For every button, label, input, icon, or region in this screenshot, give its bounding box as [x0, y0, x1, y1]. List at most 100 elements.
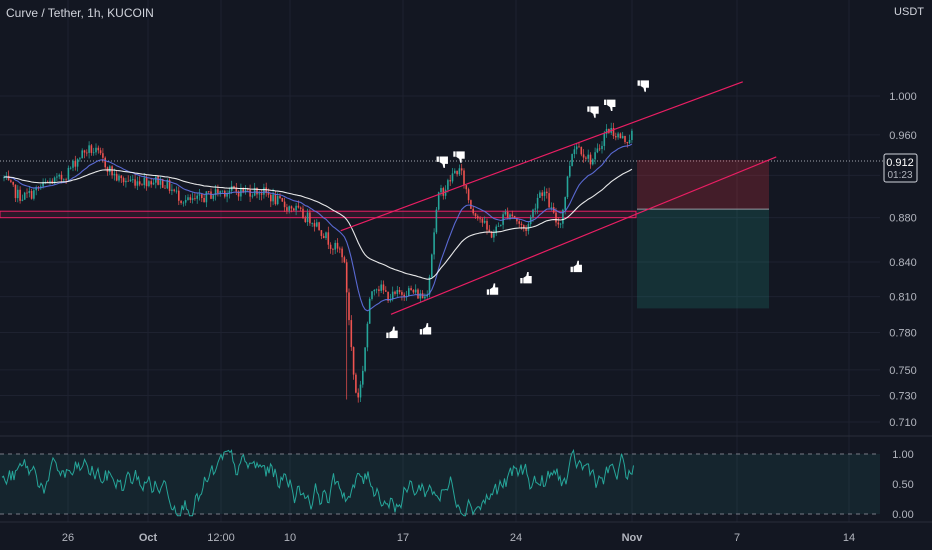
candle-body [205, 191, 208, 203]
candle-body [467, 189, 470, 201]
candle-body [341, 248, 343, 258]
thumb-hand [522, 271, 533, 284]
thumb-hand [455, 150, 466, 164]
candle-body [295, 205, 297, 211]
moving-averages [3, 143, 633, 312]
candle-body [603, 133, 606, 146]
candle-body [30, 190, 33, 199]
candle-body [394, 291, 396, 294]
current-price-label: 0.912 [886, 157, 914, 169]
candle-body [19, 189, 21, 201]
candle-body [442, 188, 445, 196]
thumb-cuff [636, 79, 641, 87]
time-tick-label: 14 [843, 532, 855, 544]
candle-body [322, 235, 325, 239]
candle-body [247, 189, 249, 190]
candle-body [72, 160, 74, 168]
candle-body [150, 181, 152, 185]
candle-body [615, 136, 617, 138]
candle-body [51, 180, 54, 184]
candle-body [456, 170, 458, 175]
price-tick-label: 0.730 [889, 391, 917, 403]
candle-body [598, 148, 601, 150]
candle-body [465, 185, 468, 190]
thumb-cuff [586, 105, 591, 113]
candle-body [111, 166, 113, 176]
candle-body [541, 192, 543, 196]
candle-body [550, 207, 553, 208]
candle-body [534, 208, 537, 210]
candle-body [316, 222, 318, 227]
candle-body [88, 145, 90, 153]
candle-body [104, 157, 106, 168]
thumb-cuff [435, 155, 440, 163]
oscillator-tick-label: 0.50 [892, 479, 913, 491]
candle-body [575, 146, 578, 150]
currency-unit: USDT [894, 6, 924, 18]
oscillator-line [1, 448, 634, 517]
candle-body [198, 194, 201, 196]
candle-body [523, 225, 525, 229]
symbol-title[interactable]: Curve / Tether, 1h, KUCOIN [6, 6, 154, 20]
candle-body [184, 199, 187, 203]
candle-body [97, 147, 100, 151]
price-tick-label: 1.000 [889, 91, 917, 103]
candle-body [582, 154, 585, 158]
price-axis[interactable]: 1.0000.9600.9200.8800.8400.8100.7800.750… [889, 91, 917, 429]
candle-body [159, 179, 162, 185]
candle-body [148, 181, 150, 187]
candle-body [219, 191, 221, 194]
candle-body [449, 180, 451, 182]
time-axis[interactable]: 26 Oct 12:00 10 17 24 Nov 7 14 [62, 532, 855, 544]
oscillator-band [0, 454, 880, 514]
candle-body [516, 218, 518, 222]
candle-body [362, 370, 364, 385]
candle-body [495, 226, 497, 234]
candle-body [628, 139, 631, 144]
candle-body [306, 212, 309, 223]
candle-body [102, 153, 104, 158]
candle-body [488, 229, 491, 232]
oscillator-pane: 1.00 0.50 0.00 [0, 448, 914, 521]
candle-body [74, 160, 77, 167]
candle-body [90, 145, 93, 153]
candle-body [513, 215, 516, 219]
candle-body [380, 284, 382, 291]
candle-body [428, 276, 431, 295]
candle-body [548, 193, 550, 208]
candle-body [373, 289, 376, 292]
candle-body [378, 289, 380, 291]
candle-body [481, 218, 484, 223]
candle-body [490, 231, 493, 238]
thumb-hand [589, 105, 600, 119]
candle-body [12, 181, 14, 185]
candle-body [403, 294, 405, 297]
candle-body [283, 201, 286, 208]
candle-body [320, 230, 323, 236]
candle-body [67, 167, 70, 180]
candle-body [504, 211, 507, 215]
candle-body [359, 384, 362, 398]
candle-body [486, 220, 488, 230]
candle-body [506, 211, 509, 218]
candle-body [196, 195, 198, 199]
thumb-cuff [486, 288, 490, 296]
time-tick-label: 26 [62, 532, 74, 544]
candle-body [187, 197, 189, 200]
candle-body [348, 292, 350, 321]
candle-body [371, 291, 373, 299]
candle-body [157, 176, 159, 185]
candle-body [143, 177, 146, 186]
candle-body [274, 194, 277, 205]
thumb-shape [452, 150, 466, 164]
candle-body [339, 248, 341, 250]
candle-body [182, 202, 185, 204]
take-profit-zone [637, 209, 769, 309]
candle-body [472, 208, 474, 214]
candle-body [435, 209, 438, 233]
candle-body [375, 289, 378, 291]
candle-body [263, 187, 265, 195]
candle-body [33, 190, 35, 199]
time-tick-label: 7 [734, 532, 740, 544]
